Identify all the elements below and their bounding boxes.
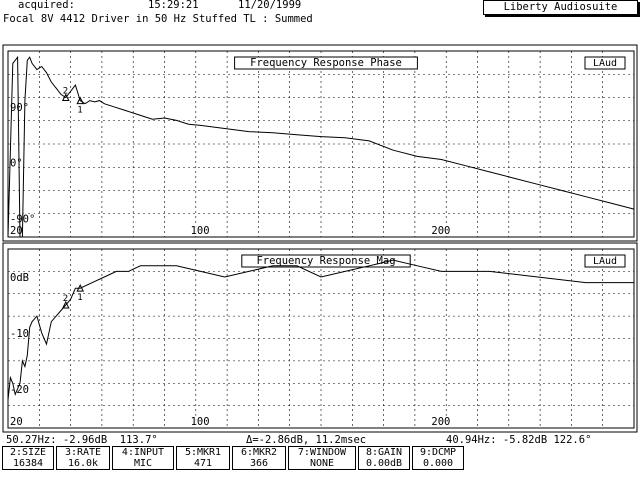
page-title: Focal 8V 4412 Driver in 50 Hz Stuffed TL… xyxy=(3,13,313,25)
marker1-readout: 50.27Hz: -2.96dB 113.7° xyxy=(6,434,158,446)
mag-x-tick-label: 100 xyxy=(191,416,210,428)
phase-marker-2 xyxy=(61,93,70,101)
phase-badge: LAud xyxy=(593,58,617,69)
fkey-gain[interactable]: 8:GAIN 0.00dB xyxy=(358,446,410,470)
fkey-mkr2-value: 366 xyxy=(249,458,269,469)
phase-marker-label-2: 2 xyxy=(63,87,68,97)
fkey-rate-value: 16.0k xyxy=(67,458,99,469)
phase-series-line xyxy=(7,55,635,238)
phase-marker-label-1: 1 xyxy=(77,106,82,116)
mag-badge: LAud xyxy=(593,256,617,267)
fkey-window-value: NONE xyxy=(309,458,335,469)
mag-marker-1 xyxy=(76,284,85,292)
phase-title-box xyxy=(234,56,418,70)
delta-readout: Δ=-2.86dB, 11.2msec xyxy=(246,434,367,446)
phase-y-tick-label: 0° xyxy=(10,158,23,170)
mag-x-tick-label: 20 xyxy=(10,416,23,428)
mag-marker-label-2: 2 xyxy=(63,294,68,304)
mag-y-tick-label: -10 xyxy=(10,328,29,340)
fkey-rate-label: 3:RATE xyxy=(64,447,102,458)
fkey-mkr2-label: 6:MKR2 xyxy=(240,447,278,458)
fkey-dcmp-label: 9:DCMP xyxy=(419,447,457,458)
mag-title-box xyxy=(241,254,411,268)
mag-y-tick-label: 0dB xyxy=(10,272,29,284)
fkey-gain-value: 0.00dB xyxy=(365,458,403,469)
mag-x-tick-label: 200 xyxy=(431,416,450,428)
fkey-dcmp-value: 0.000 xyxy=(422,458,454,469)
fkey-rate[interactable]: 3:RATE 16.0k xyxy=(56,446,110,470)
phase-badge-box xyxy=(584,56,626,70)
fkey-input-value: MIC xyxy=(133,458,153,469)
fkey-window[interactable]: 7:WINDOW NONE xyxy=(288,446,356,470)
phase-x-tick-label: 20 xyxy=(10,225,23,237)
brand-label: Liberty Audiosuite xyxy=(483,0,638,15)
mag-marker-label-1: 1 xyxy=(77,293,82,303)
fkey-input-label: 4:INPUT xyxy=(121,447,165,458)
acquired-date: 11/20/1999 xyxy=(238,0,302,11)
mag-badge-box xyxy=(584,254,626,268)
mag-series-line xyxy=(7,259,634,401)
fkey-mkr1[interactable]: 5:MKR1 471 xyxy=(176,446,230,470)
phase-panel-frame xyxy=(2,44,638,242)
phase-chart-title: Frequency Response Phase xyxy=(250,57,402,69)
fkey-mkr1-label: 5:MKR1 xyxy=(184,447,222,458)
phase-marker-1 xyxy=(76,96,85,105)
fkey-size-value: 16384 xyxy=(12,458,44,469)
fkey-size-label: 2:SIZE xyxy=(9,447,47,458)
mag-chart-title: Frequency Response Mag xyxy=(256,255,395,267)
fkey-window-label: 7:WINDOW xyxy=(297,447,347,458)
fkey-gain-label: 8:GAIN xyxy=(365,447,403,458)
fkey-mkr1-value: 471 xyxy=(193,458,213,469)
phase-x-tick-label: 100 xyxy=(191,225,210,237)
fkey-input[interactable]: 4:INPUT MIC xyxy=(112,446,174,470)
phase-y-tick-label: 90° xyxy=(10,102,29,114)
acquired-time: 15:29:21 xyxy=(148,0,199,11)
acquired-label: acquired: xyxy=(18,0,75,11)
marker2-readout: 40.94Hz: -5.82dB 122.6° xyxy=(446,434,592,446)
fkey-dcmp[interactable]: 9:DCMP 0.000 xyxy=(412,446,464,470)
phase-x-tick-label: 200 xyxy=(431,225,450,237)
fkey-mkr2[interactable]: 6:MKR2 366 xyxy=(232,446,286,470)
fkey-size[interactable]: 2:SIZE 16384 xyxy=(2,446,54,470)
mag-marker-2 xyxy=(61,300,70,309)
